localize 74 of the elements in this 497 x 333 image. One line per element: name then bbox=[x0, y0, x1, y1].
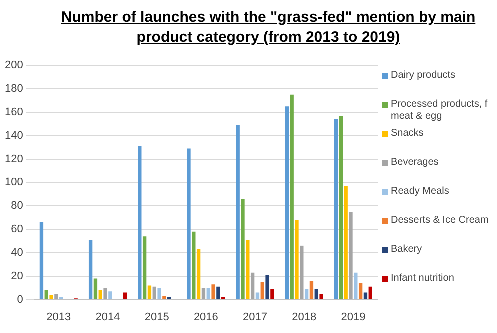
legend-label: Processed products, f meat & egg bbox=[391, 99, 489, 123]
legend-label: Beverages bbox=[391, 157, 439, 169]
legend-label: Dairy products bbox=[391, 70, 456, 82]
bar bbox=[142, 236, 147, 300]
bar bbox=[320, 294, 324, 300]
bar bbox=[202, 288, 206, 300]
bar bbox=[290, 94, 294, 300]
x-tick-label: 2014 bbox=[96, 311, 120, 324]
bar bbox=[50, 295, 54, 300]
bar bbox=[364, 292, 368, 300]
bar bbox=[216, 286, 220, 300]
bar bbox=[354, 272, 358, 300]
bar bbox=[192, 232, 196, 300]
bar bbox=[187, 148, 191, 300]
bar bbox=[256, 292, 260, 300]
bar bbox=[206, 288, 210, 300]
x-tick-label: 2019 bbox=[341, 311, 366, 324]
bar bbox=[310, 281, 314, 300]
y-tick-label: 180 bbox=[4, 83, 24, 96]
bar bbox=[368, 286, 372, 300]
legend-label: Desserts & Ice Cream bbox=[391, 215, 489, 227]
bar bbox=[123, 292, 128, 300]
bar bbox=[158, 288, 162, 300]
bar bbox=[54, 294, 58, 300]
bar bbox=[40, 222, 44, 300]
legend-label: Bakery bbox=[391, 244, 422, 256]
y-tick-label: 100 bbox=[4, 176, 24, 189]
bar bbox=[104, 288, 108, 300]
y-tick-label: 60 bbox=[11, 224, 24, 236]
legend-label: Infant nutrition bbox=[391, 273, 454, 285]
bar bbox=[339, 116, 344, 300]
bar bbox=[260, 282, 264, 300]
bar bbox=[314, 289, 318, 300]
bar bbox=[295, 220, 299, 300]
bar bbox=[300, 246, 304, 300]
y-tick-label: 0 bbox=[17, 294, 24, 306]
bar bbox=[250, 272, 255, 300]
bar bbox=[98, 290, 102, 300]
bar bbox=[241, 199, 245, 300]
bar bbox=[358, 283, 363, 300]
bar bbox=[44, 290, 48, 300]
y-tick-label: 140 bbox=[4, 130, 24, 142]
x-tick-label: 2016 bbox=[194, 311, 218, 324]
y-tick-label: 80 bbox=[11, 200, 24, 212]
bar bbox=[344, 186, 348, 300]
bar bbox=[138, 146, 142, 300]
bar bbox=[334, 119, 338, 300]
bar bbox=[196, 249, 201, 300]
bar bbox=[108, 292, 112, 300]
legend-label: Ready Meals bbox=[391, 186, 450, 198]
bar bbox=[162, 296, 166, 300]
bar bbox=[152, 286, 156, 300]
x-tick-label: 2018 bbox=[292, 311, 317, 324]
y-tick-label: 40 bbox=[11, 246, 24, 259]
x-tick-label: 2013 bbox=[46, 311, 72, 324]
bar bbox=[236, 125, 240, 300]
bar bbox=[304, 289, 309, 300]
bar bbox=[270, 289, 274, 300]
bar bbox=[212, 284, 216, 300]
bar bbox=[349, 212, 353, 300]
x-tick-label: 2015 bbox=[144, 311, 170, 324]
bar bbox=[94, 278, 98, 300]
legend-label: Snacks bbox=[391, 128, 424, 140]
x-tick-label: 2017 bbox=[243, 311, 268, 324]
bar bbox=[88, 240, 93, 300]
bar bbox=[148, 286, 152, 300]
bar bbox=[246, 240, 250, 300]
y-tick-label: 20 bbox=[11, 270, 24, 282]
y-tick-label: 200 bbox=[4, 60, 24, 72]
bar bbox=[266, 275, 270, 300]
bar bbox=[285, 106, 290, 300]
chart-title: Number of launches with the "grass-fed" mention by main product category (from 2013 to 2019) bbox=[60, 8, 477, 48]
y-tick-label: 160 bbox=[4, 106, 24, 118]
y-tick-label: 120 bbox=[4, 153, 24, 166]
